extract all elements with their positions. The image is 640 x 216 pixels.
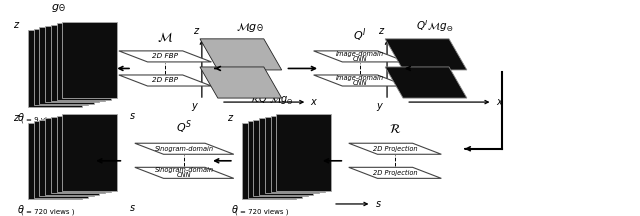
Text: ( = 720 views ): ( = 720 views ) (236, 209, 289, 216)
Polygon shape (253, 120, 308, 196)
Polygon shape (349, 167, 442, 178)
Text: $\mathcal{M}$: $\mathcal{M}$ (157, 30, 173, 44)
Text: CNN: CNN (353, 56, 367, 62)
Text: 2D FBP: 2D FBP (152, 53, 178, 59)
Polygon shape (271, 116, 324, 192)
Polygon shape (45, 118, 99, 195)
Polygon shape (39, 120, 93, 196)
Text: $z$: $z$ (378, 26, 385, 37)
Text: $s$: $s$ (129, 111, 136, 121)
Polygon shape (39, 27, 93, 104)
Text: $\theta$: $\theta$ (17, 111, 25, 123)
Polygon shape (259, 118, 314, 195)
Text: Sinogram-domain: Sinogram-domain (155, 167, 214, 173)
Text: $Q^I$: $Q^I$ (353, 26, 367, 44)
Polygon shape (200, 67, 282, 98)
Text: $Q^I\mathcal{M}g_\Theta$: $Q^I\mathcal{M}g_\Theta$ (416, 18, 454, 34)
Text: $g_\Theta$: $g_\Theta$ (51, 2, 65, 14)
Text: $Q^S$: $Q^S$ (176, 119, 193, 136)
Polygon shape (51, 25, 105, 101)
Polygon shape (265, 117, 319, 193)
Polygon shape (135, 143, 234, 154)
Polygon shape (276, 114, 330, 191)
Polygon shape (33, 121, 88, 198)
Polygon shape (314, 75, 406, 86)
Polygon shape (385, 39, 467, 70)
Polygon shape (51, 117, 105, 193)
Text: Image-domain: Image-domain (336, 51, 384, 57)
Text: 2D Projection: 2D Projection (372, 170, 417, 176)
Text: $y$: $y$ (191, 101, 198, 113)
Polygon shape (349, 143, 442, 154)
Text: 2D Projection: 2D Projection (372, 146, 417, 152)
Text: $z$: $z$ (13, 20, 20, 30)
Polygon shape (135, 167, 234, 178)
Polygon shape (119, 51, 211, 62)
Polygon shape (28, 30, 82, 107)
Text: $\mathcal{M}g_\Theta$: $\mathcal{M}g_\Theta$ (236, 21, 264, 34)
Polygon shape (62, 114, 116, 191)
Text: Sinogram-domain: Sinogram-domain (155, 146, 214, 152)
Text: $z$: $z$ (227, 113, 234, 123)
Text: $z$: $z$ (13, 113, 20, 123)
Text: ( = 9 views ): ( = 9 views ) (22, 117, 66, 123)
Text: $z$: $z$ (193, 26, 200, 37)
Text: $x$: $x$ (495, 97, 504, 107)
Polygon shape (119, 75, 211, 86)
Text: 2D FBP: 2D FBP (152, 78, 178, 84)
Text: $s$: $s$ (129, 203, 136, 213)
Polygon shape (200, 39, 282, 70)
Text: $x$: $x$ (310, 97, 319, 107)
Text: $Q^S\mathcal{R}Q^I\mathcal{M}g_\Theta$: $Q^S\mathcal{R}Q^I\mathcal{M}g_\Theta$ (32, 92, 84, 107)
Text: Image-domain: Image-domain (336, 75, 384, 81)
Polygon shape (28, 123, 82, 199)
Polygon shape (62, 22, 116, 98)
Polygon shape (45, 26, 99, 102)
Text: $s$: $s$ (374, 199, 381, 209)
Text: $\theta$: $\theta$ (17, 203, 25, 215)
Polygon shape (33, 29, 88, 105)
Polygon shape (242, 123, 296, 199)
Polygon shape (385, 67, 467, 98)
Polygon shape (248, 121, 302, 198)
Text: CNN: CNN (353, 80, 367, 86)
Text: $\mathcal{R}Q^I\mathcal{M}g_\Theta$: $\mathcal{R}Q^I\mathcal{M}g_\Theta$ (250, 91, 294, 107)
Polygon shape (56, 23, 111, 100)
Text: $y$: $y$ (376, 101, 384, 113)
Text: $\mathcal{R}$: $\mathcal{R}$ (389, 123, 401, 136)
Text: ( = 720 views ): ( = 720 views ) (22, 209, 75, 216)
Text: $\theta$: $\theta$ (231, 203, 239, 215)
Polygon shape (56, 116, 111, 192)
Polygon shape (314, 51, 406, 62)
Text: CNN: CNN (177, 172, 191, 178)
